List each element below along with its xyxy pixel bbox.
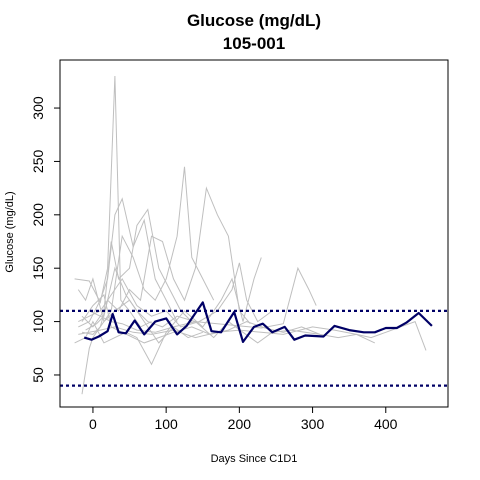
background-series-line-1 — [74, 75, 152, 328]
y-tick-label: 300 — [30, 96, 46, 120]
y-tick-label: 50 — [30, 367, 46, 383]
y-tick-label: 150 — [30, 256, 46, 280]
chart-subtitle: 105-001 — [223, 34, 285, 53]
background-series-line-12 — [81, 293, 376, 344]
y-tick-label: 200 — [30, 203, 46, 227]
x-tick-label: 300 — [301, 416, 325, 432]
background-series-line-4 — [77, 166, 215, 323]
x-tick-label: 100 — [154, 416, 178, 432]
x-tick-label: 400 — [374, 416, 398, 432]
background-series-line-2 — [78, 197, 178, 328]
y-tick-label: 100 — [30, 310, 46, 334]
plot-area — [60, 75, 448, 395]
y-axis-label: Glucose (mg/dL) — [4, 191, 16, 272]
plot-frame — [59, 59, 449, 408]
background-series-line-6 — [74, 257, 262, 366]
chart-title: Glucose (mg/dL) — [187, 11, 321, 30]
highlight-series-line — [83, 301, 433, 343]
x-axis-label: Days Since C1D1 — [211, 453, 298, 465]
y-tick-label: 250 — [30, 150, 46, 174]
x-tick-label: 0 — [89, 416, 97, 432]
x-tick-label: 200 — [228, 416, 252, 432]
axes: 0 100 200 300 400 50 100 150 200 250 300 — [30, 96, 398, 432]
